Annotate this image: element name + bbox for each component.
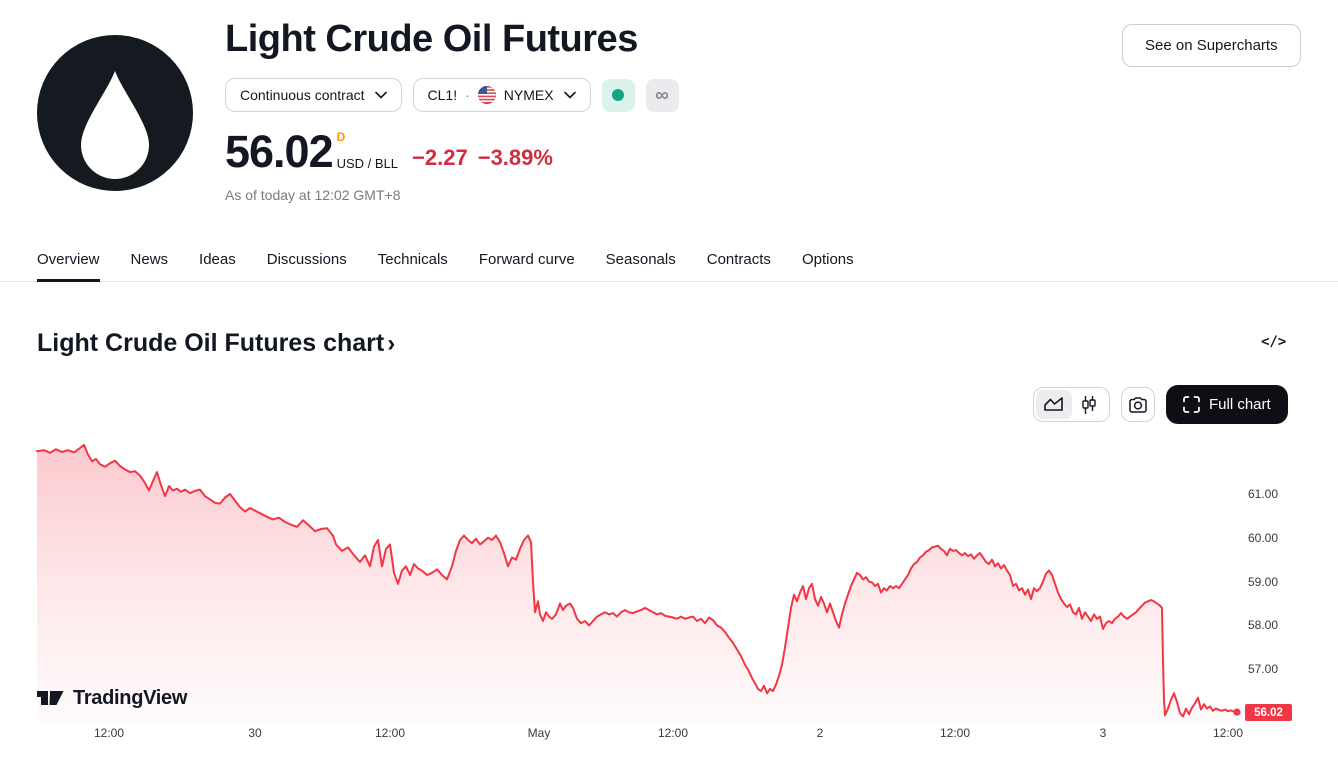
x-axis-label: 30 [248, 726, 262, 740]
y-axis-label: 60.00 [1248, 531, 1279, 545]
us-flag-icon [477, 86, 496, 104]
candles-icon [1082, 395, 1096, 414]
oil-drop-icon [37, 35, 193, 191]
tab-seasonals[interactable]: Seasonals [605, 251, 676, 268]
x-axis-label: 12:00 [374, 726, 406, 740]
chevron-down-icon [563, 91, 576, 99]
tab-forward-curve[interactable]: Forward curve [478, 251, 575, 268]
tab-contracts[interactable]: Contracts [706, 251, 771, 268]
snapshot-button[interactable] [1121, 387, 1155, 422]
chevron-down-icon [374, 91, 387, 99]
tab-list: Overview News Ideas Discussions Technicals Fo… [0, 238, 1338, 282]
chart-heading-text: Light Crude Oil Futures chart [37, 329, 385, 357]
see-on-supercharts-button[interactable]: See on Supercharts [1122, 24, 1301, 67]
full-chart-label: Full chart [1209, 396, 1271, 413]
chart-type-switcher [1033, 387, 1110, 422]
price-line [36, 443, 1238, 718]
x-axis-label: 2 [816, 726, 824, 740]
chevron-right-icon: › [387, 329, 396, 357]
tab-news[interactable]: News [130, 251, 169, 268]
y-axis-label: 58.00 [1248, 618, 1279, 632]
x-axis-label: 12:00 [93, 726, 125, 740]
contract-type-label: Continuous contract [240, 87, 365, 103]
tab-overview[interactable]: Overview [37, 238, 100, 282]
contract-type-dropdown[interactable]: Continuous contract [225, 78, 402, 112]
tradingview-logo-icon [37, 691, 64, 705]
separator-dot: · [465, 87, 470, 103]
camera-icon [1129, 396, 1147, 413]
y-axis-label: 57.00 [1248, 662, 1279, 676]
x-axis-label: 3 [1099, 726, 1107, 740]
x-axis-label: 12:00 [657, 726, 689, 740]
last-price-dot [1233, 708, 1241, 716]
last-price: 56.02 [225, 126, 334, 177]
symbol-logo [37, 35, 193, 191]
area-chart-type-button[interactable] [1036, 390, 1072, 419]
as-of-timestamp: As of today at 12:02 GMT+8 [225, 187, 401, 203]
tab-options[interactable]: Options [801, 251, 854, 268]
full-chart-button[interactable]: Full chart [1166, 385, 1288, 424]
price-area-fill [37, 444, 1237, 722]
selector-row: Continuous contract CL1! · [225, 78, 679, 112]
market-status-button[interactable] [601, 78, 635, 112]
area-chart-icon [1044, 397, 1064, 411]
y-axis-label: 61.00 [1248, 487, 1279, 501]
page-title: Light Crude Oil Futures [225, 18, 638, 60]
infinity-icon: ∞ [655, 84, 669, 106]
chart-area: TradingView 12:00 30 12:00 May 12:00 2 12:00 3 1… [0, 430, 1338, 762]
price-change: −2.27 −3.89% [412, 145, 553, 171]
exchange-label: NYMEX [503, 87, 554, 103]
change-percent: −3.89% [477, 145, 553, 170]
symbol-label: CL1! [427, 87, 458, 103]
price-row: 56.02 D USD / BLL −2.27 −3.89% [225, 128, 553, 174]
tab-technicals[interactable]: Technicals [377, 251, 448, 268]
tab-bar: Overview News Ideas Discussions Technicals Fo… [0, 238, 1338, 282]
watermark-text: TradingView [73, 686, 188, 709]
market-open-dot-icon [612, 89, 625, 101]
y-axis-label: 59.00 [1248, 575, 1279, 589]
embed-code-icon[interactable]: </> [1261, 334, 1287, 350]
symbol-dropdown[interactable]: CL1! · NYMEX [412, 78, 591, 112]
tab-ideas[interactable]: Ideas [199, 251, 236, 268]
change-absolute: −2.27 [412, 145, 468, 170]
chart-section-heading[interactable]: Light Crude Oil Futures chart › [37, 329, 395, 358]
tradingview-watermark[interactable]: TradingView [37, 686, 187, 710]
last-price-badge: 56.02 [1245, 704, 1292, 721]
x-axis-label: 12:00 [1212, 726, 1244, 740]
x-axis-label: 12:00 [939, 726, 971, 740]
interval-badge: D [336, 130, 346, 144]
candles-chart-type-button[interactable] [1072, 390, 1108, 419]
fullscreen-icon [1183, 396, 1200, 413]
price-unit: USD / BLL [336, 156, 399, 171]
chart-toolbar: Full chart [1033, 385, 1288, 424]
x-axis-label: May [527, 726, 551, 740]
chart-canvas[interactable] [0, 430, 1338, 740]
continuous-contract-button[interactable]: ∞ [645, 78, 679, 112]
tab-discussions[interactable]: Discussions [266, 251, 347, 268]
